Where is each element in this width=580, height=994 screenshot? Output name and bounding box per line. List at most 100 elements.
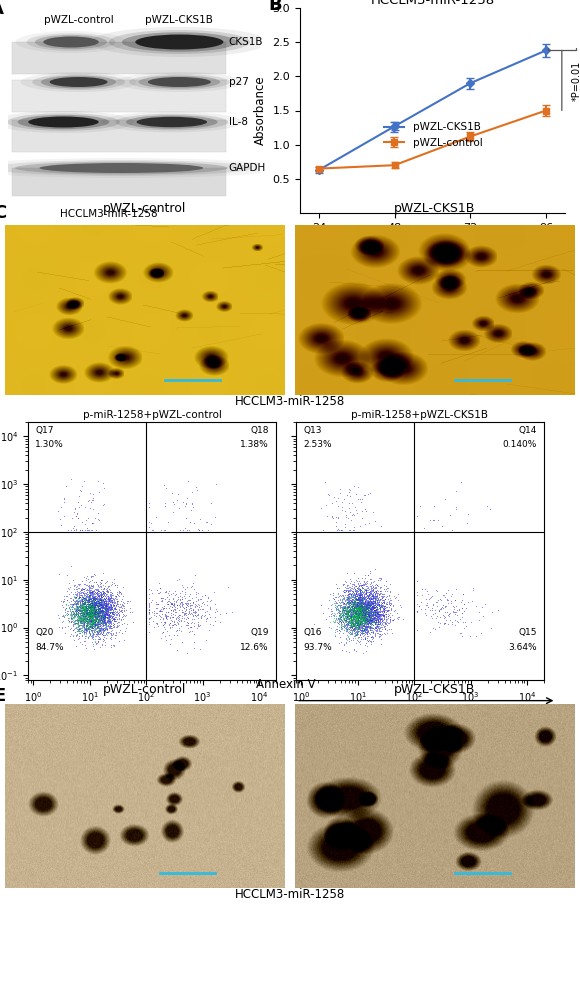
Point (361, 599, 370, 615)
Point (73, 576, 82, 591)
Point (367, 593, 376, 609)
Point (80, 589, 89, 605)
Point (91, 603, 100, 619)
Point (106, 600, 115, 616)
Point (128, 614, 137, 630)
Point (378, 597, 387, 613)
Point (99, 609, 108, 625)
Point (466, 613, 476, 629)
Point (102, 605, 111, 621)
Point (77, 581, 86, 597)
Point (91, 605, 100, 621)
Point (86, 605, 96, 621)
Point (342, 616, 351, 632)
Point (71, 624, 80, 640)
Point (354, 580, 364, 596)
Point (368, 614, 377, 630)
Point (335, 614, 344, 630)
Point (379, 604, 389, 620)
Point (100, 608, 110, 624)
Point (103, 610, 112, 626)
Point (366, 629, 375, 645)
Point (101, 609, 110, 625)
Point (71, 604, 81, 620)
Point (108, 626, 117, 642)
Point (365, 606, 374, 622)
Point (84, 620, 93, 636)
Point (97, 636, 106, 652)
Point (183, 595, 192, 611)
Point (154, 607, 164, 623)
Point (318, 522, 328, 538)
Point (358, 599, 367, 615)
Point (108, 610, 117, 626)
Point (88, 568, 97, 583)
Point (110, 613, 119, 629)
Point (358, 615, 368, 631)
Point (371, 592, 380, 608)
Point (350, 619, 360, 635)
Point (144, 603, 153, 619)
Point (92, 605, 101, 621)
Point (103, 594, 113, 610)
Point (79, 577, 89, 592)
Point (86, 597, 95, 613)
Point (96, 611, 106, 627)
Point (375, 571, 384, 586)
Point (90, 581, 100, 597)
Point (89, 595, 98, 611)
Point (336, 634, 346, 650)
Point (59, 599, 68, 615)
Point (76, 586, 85, 602)
Point (90, 600, 99, 616)
Point (371, 580, 380, 595)
Point (368, 587, 378, 603)
Point (372, 601, 381, 617)
Point (343, 594, 352, 610)
Point (378, 607, 387, 623)
Point (109, 616, 118, 632)
Point (75, 617, 84, 633)
Point (68, 586, 78, 602)
Point (360, 605, 369, 621)
Point (86, 627, 95, 643)
Point (95, 605, 104, 621)
Point (153, 584, 162, 600)
Point (111, 597, 121, 613)
Point (97, 596, 106, 612)
Point (346, 616, 356, 632)
Point (356, 593, 365, 609)
Point (93, 590, 103, 606)
Point (356, 597, 365, 613)
Point (347, 596, 356, 612)
Point (115, 622, 124, 638)
Point (358, 598, 367, 614)
Point (362, 603, 371, 619)
Point (375, 598, 384, 614)
Point (345, 595, 354, 611)
Point (369, 584, 378, 600)
Point (90, 598, 99, 614)
Point (357, 603, 367, 619)
Point (99, 613, 108, 629)
Point (88, 606, 97, 622)
Point (378, 590, 387, 606)
Point (113, 606, 122, 622)
Point (117, 603, 126, 619)
Point (368, 598, 378, 614)
Point (84, 594, 93, 610)
Point (93, 623, 103, 639)
Point (94, 593, 103, 609)
Point (125, 593, 135, 609)
Point (93, 611, 103, 627)
Point (356, 584, 365, 600)
Point (359, 599, 368, 615)
Point (373, 600, 382, 616)
Point (88, 604, 97, 620)
Point (334, 622, 343, 638)
Point (373, 617, 382, 633)
Point (90, 618, 99, 634)
Point (378, 596, 387, 612)
Point (81, 610, 90, 626)
Point (348, 610, 357, 626)
